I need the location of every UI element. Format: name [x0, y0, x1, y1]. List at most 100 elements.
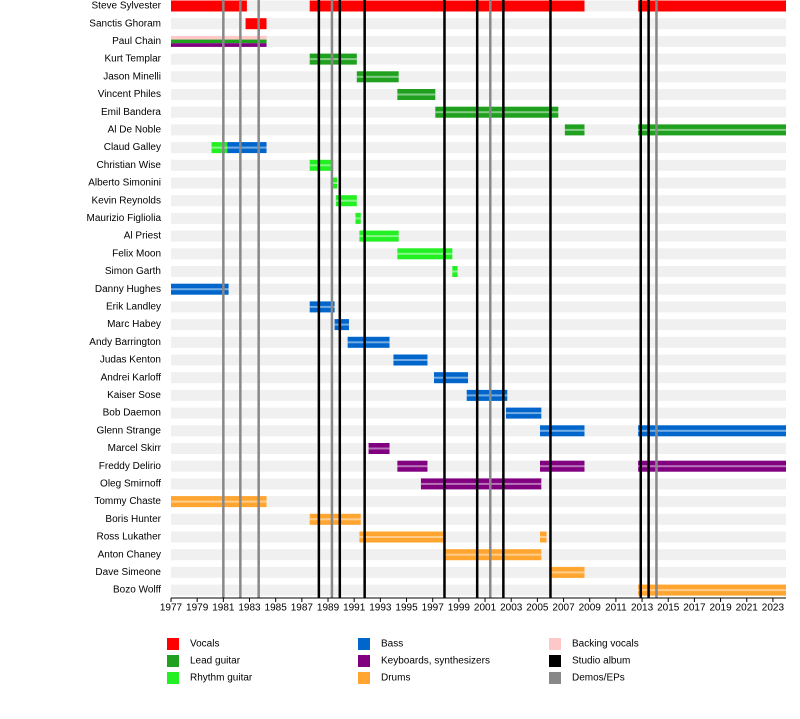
member-bar	[505, 407, 542, 419]
legend-label: Lead guitar	[190, 656, 241, 667]
member-name: Dave Simeone	[95, 567, 161, 578]
bar-stripe	[397, 465, 428, 468]
bar-stripe	[435, 111, 559, 114]
bar-stripe	[540, 429, 585, 432]
member-name: Judas Kenton	[100, 355, 161, 366]
member-name: Emil Bandera	[101, 107, 161, 118]
x-tick-label: 1977	[160, 603, 183, 614]
member-bar	[397, 248, 453, 260]
member-name: Simon Garth	[105, 266, 161, 277]
legend-swatch	[358, 638, 370, 650]
bar-stripe	[393, 359, 428, 361]
member-name: Vincent Philes	[98, 89, 161, 100]
member-bar	[335, 195, 357, 207]
row-band	[171, 319, 786, 331]
x-tick-label: 1989	[317, 603, 340, 614]
bar-stripe	[356, 75, 399, 78]
bar-stripe	[211, 146, 228, 149]
member-name: Marc Habey	[107, 319, 161, 330]
bar-stripe	[452, 270, 458, 273]
legend-label: Drums	[381, 673, 410, 684]
member-bar	[171, 39, 267, 44]
bar-stripe	[171, 288, 229, 291]
row-band	[171, 443, 786, 454]
bar-stripe	[638, 465, 786, 468]
bar-stripe	[309, 164, 334, 167]
bar-stripe	[444, 553, 542, 556]
member-name: Bob Daemon	[103, 408, 161, 419]
legend-label: Backing vocals	[572, 639, 639, 650]
member-bar	[550, 566, 585, 578]
bar-stripe	[564, 128, 585, 131]
bar-stripe	[397, 93, 436, 96]
row-band	[171, 212, 786, 224]
row-band	[171, 354, 786, 366]
row-band	[171, 230, 786, 242]
member-bar	[334, 319, 349, 331]
member-bar	[540, 460, 585, 472]
member-name: Claud Galley	[104, 142, 161, 153]
x-tick-label: 1981	[212, 603, 235, 614]
row-band	[171, 301, 786, 313]
member-bar	[355, 212, 361, 224]
bar-stripe	[359, 536, 446, 538]
member-bar	[227, 142, 267, 154]
legend-label: Demos/EPs	[572, 673, 625, 684]
x-tick-label: 2021	[736, 603, 759, 614]
x-tick-label: 1997	[422, 603, 445, 614]
bar-stripe	[466, 394, 508, 397]
member-name: Kevin Reynolds	[92, 195, 161, 206]
x-tick-label: 1993	[369, 603, 392, 614]
member-bar	[540, 531, 547, 543]
row-band	[171, 159, 786, 171]
member-name: Al De Noble	[108, 125, 162, 136]
row-band	[171, 18, 786, 30]
row-band	[171, 142, 786, 154]
member-bar	[359, 230, 399, 242]
member-bar	[420, 478, 542, 490]
row-band	[171, 283, 786, 295]
row-band	[171, 35, 786, 47]
member-bar	[638, 124, 786, 136]
bar-stripe	[309, 58, 357, 61]
x-tick-label: 1985	[265, 603, 288, 614]
bar-stripe	[171, 500, 267, 503]
member-bar	[359, 531, 446, 543]
member-bar	[171, 43, 267, 47]
member-bar	[466, 389, 508, 401]
bar-stripe	[227, 146, 267, 149]
x-tick-label: 1983	[238, 603, 261, 614]
member-name: Steve Sylvester	[92, 1, 162, 12]
bar-stripe	[638, 589, 786, 592]
x-tick-label: 1991	[343, 603, 366, 614]
x-tick-label: 2019	[709, 603, 732, 614]
member-name: Glenn Strange	[97, 425, 162, 436]
member-name: Bozo Wolff	[113, 585, 161, 596]
row-band	[171, 584, 786, 596]
member-bar	[393, 354, 428, 366]
bar-stripe	[355, 217, 361, 220]
member-name: Maurizio Figliolia	[87, 213, 162, 224]
row-band	[171, 407, 786, 419]
bar-stripe	[309, 305, 335, 308]
member-name: Paul Chain	[112, 36, 161, 47]
bar-stripe	[334, 323, 349, 326]
bar-stripe	[420, 482, 542, 485]
bar-stripe	[638, 429, 786, 432]
member-bar	[309, 513, 361, 525]
member-bar	[171, 0, 247, 12]
x-tick-label: 1995	[395, 603, 418, 614]
member-name: Al Priest	[124, 231, 161, 242]
member-name: Christian Wise	[97, 160, 162, 171]
legend-label: Studio album	[572, 656, 630, 667]
bar-stripe	[331, 182, 338, 184]
legend-swatch	[167, 672, 179, 684]
bar-stripe	[540, 465, 585, 468]
row-band	[171, 372, 786, 384]
member-bar	[638, 460, 786, 472]
member-bar	[397, 89, 436, 100]
member-bar	[309, 301, 335, 313]
member-bar	[638, 584, 786, 596]
row-band	[171, 531, 786, 543]
